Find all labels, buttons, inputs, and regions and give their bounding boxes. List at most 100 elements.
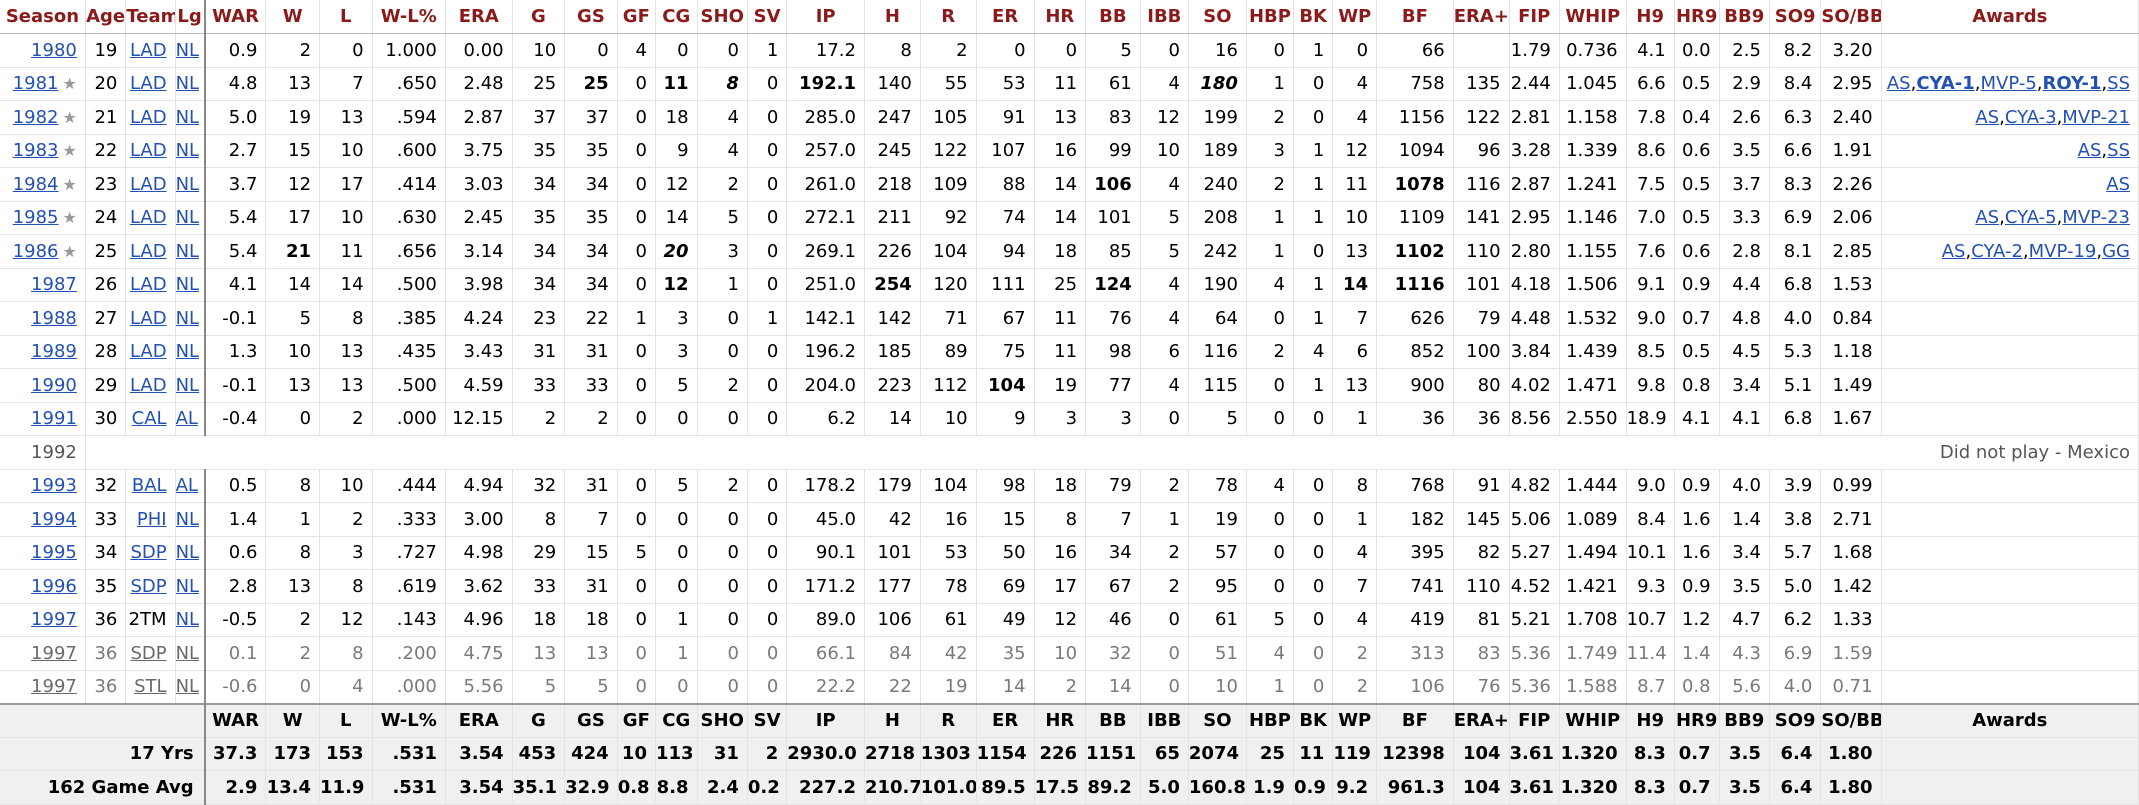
season-link[interactable]: 1997 [31, 642, 77, 664]
cell-season[interactable]: 1981 ★ [0, 67, 86, 101]
cell-awards[interactable] [1881, 502, 2139, 537]
col-header-war[interactable]: WAR [204, 0, 267, 34]
cell-awards[interactable]: AS,CYA-2,MVP-19,GG [1881, 234, 2139, 269]
league-link[interactable]: AL [175, 408, 198, 430]
league-link[interactable]: NL [175, 39, 200, 61]
team-link[interactable]: LAD [129, 173, 167, 195]
col-header-season[interactable]: Season [0, 0, 86, 34]
team-link[interactable]: SDP [130, 642, 167, 664]
league-link[interactable]: NL [175, 676, 200, 697]
league-link[interactable]: NL [175, 207, 200, 229]
col-header-gs[interactable]: GS [564, 0, 618, 34]
team-link[interactable]: LAD [129, 73, 167, 95]
cell-season[interactable]: 1986 ★ [0, 234, 86, 269]
cell-awards[interactable] [1881, 268, 2139, 302]
award-link[interactable]: AS [1886, 73, 1911, 95]
team-link[interactable]: CAL [131, 408, 167, 430]
col-header-so-bb[interactable]: SO/BB [1820, 0, 1882, 34]
award-link[interactable]: MVP-5 [1980, 73, 2037, 95]
cell-season[interactable]: 1980 [0, 33, 86, 68]
team-link[interactable]: LAD [129, 39, 167, 61]
league-link[interactable]: NL [175, 140, 200, 162]
cell-team[interactable]: LAD [125, 335, 176, 369]
cell-lg[interactable]: NL [175, 134, 206, 168]
award-link[interactable]: AS [1975, 106, 2000, 128]
cell-awards[interactable] [1881, 603, 2139, 637]
cell-team[interactable]: BAL [125, 469, 176, 503]
league-link[interactable]: NL [175, 73, 200, 95]
col-header-awards[interactable]: Awards [1881, 0, 2139, 34]
cell-lg[interactable]: NL [175, 502, 206, 537]
col-header-gf[interactable]: GF [617, 0, 656, 34]
cell-lg[interactable]: NL [175, 67, 206, 101]
team-link[interactable]: LAD [129, 240, 167, 262]
league-link[interactable]: NL [175, 609, 200, 631]
col-header-sv[interactable]: SV [747, 0, 788, 34]
col-header-l[interactable]: L [319, 0, 373, 34]
cell-lg[interactable]: NL [175, 335, 206, 369]
cell-awards[interactable]: AS [1881, 167, 2139, 202]
league-link[interactable]: NL [175, 642, 200, 664]
season-link[interactable]: 1990 [31, 374, 77, 396]
award-link[interactable]: CYA-3 [2004, 106, 2057, 128]
cell-season[interactable]: 1989 [0, 335, 86, 369]
cell-awards[interactable]: AS,SS [1881, 134, 2139, 168]
season-link[interactable]: 1989 [31, 341, 77, 363]
cell-season[interactable]: 1987 [0, 268, 86, 302]
col-header-bb[interactable]: BB [1085, 0, 1141, 34]
cell-lg[interactable]: AL [175, 469, 206, 503]
cell-season[interactable]: 1997 [0, 603, 86, 637]
season-link[interactable]: 1981 [12, 73, 59, 95]
team-link[interactable]: LAD [129, 374, 167, 396]
cell-awards[interactable] [1881, 301, 2139, 336]
col-header-bk[interactable]: BK [1293, 0, 1334, 34]
col-header-team[interactable]: Team [125, 0, 176, 34]
season-link[interactable]: 1997 [31, 609, 77, 631]
cell-team[interactable]: SDP [125, 569, 176, 604]
team-link[interactable]: PHI [136, 508, 167, 530]
season-link[interactable]: 1997 [31, 676, 77, 697]
col-header-r[interactable]: R [920, 0, 977, 34]
cell-team[interactable]: LAD [125, 201, 176, 235]
col-header-so9[interactable]: SO9 [1769, 0, 1822, 34]
award-link[interactable]: AS [1941, 240, 1966, 262]
league-link[interactable]: NL [175, 240, 200, 262]
league-link[interactable]: AL [175, 475, 198, 497]
col-header-w[interactable]: W [265, 0, 321, 34]
col-header-age[interactable]: Age [85, 0, 127, 34]
team-link[interactable]: LAD [129, 106, 167, 128]
team-link[interactable]: SDP [130, 542, 167, 564]
col-header-h9[interactable]: H9 [1626, 0, 1675, 34]
col-header-g[interactable]: G [512, 0, 566, 34]
cell-team[interactable]: LAD [125, 33, 176, 68]
season-link[interactable]: 1991 [31, 408, 77, 430]
cell-team[interactable]: 2TM [125, 603, 176, 637]
col-header-h[interactable]: H [864, 0, 921, 34]
award-link[interactable]: CYA-1 [1916, 73, 1975, 95]
cell-awards[interactable] [1881, 402, 2139, 436]
cell-season[interactable]: 1988 [0, 301, 86, 336]
cell-season[interactable]: 1985 ★ [0, 201, 86, 235]
cell-lg[interactable]: NL [175, 368, 206, 403]
cell-team[interactable]: SDP [125, 636, 176, 671]
cell-awards[interactable]: AS,CYA-5,MVP-23 [1881, 201, 2139, 235]
cell-lg[interactable]: NL [175, 636, 206, 671]
cell-lg[interactable]: NL [175, 268, 206, 302]
cell-awards[interactable] [1881, 636, 2139, 671]
cell-lg[interactable]: NL [175, 33, 206, 68]
award-link[interactable]: MVP-21 [2062, 106, 2130, 128]
col-header-so[interactable]: SO [1188, 0, 1247, 34]
cell-awards[interactable] [1881, 368, 2139, 403]
season-link[interactable]: 1983 [12, 140, 59, 162]
col-header-er[interactable]: ER [976, 0, 1035, 34]
cell-awards[interactable] [1881, 536, 2139, 570]
team-link[interactable]: LAD [129, 274, 167, 296]
cell-season[interactable]: 1994 [0, 502, 86, 537]
cell-team[interactable]: LAD [125, 301, 176, 336]
season-link[interactable]: 1987 [31, 274, 77, 296]
cell-season[interactable]: 1997 [0, 670, 86, 704]
cell-lg[interactable]: NL [175, 167, 206, 202]
cell-team[interactable]: LAD [125, 167, 176, 202]
cell-season[interactable]: 1997 [0, 636, 86, 671]
cell-lg[interactable]: NL [175, 536, 206, 570]
